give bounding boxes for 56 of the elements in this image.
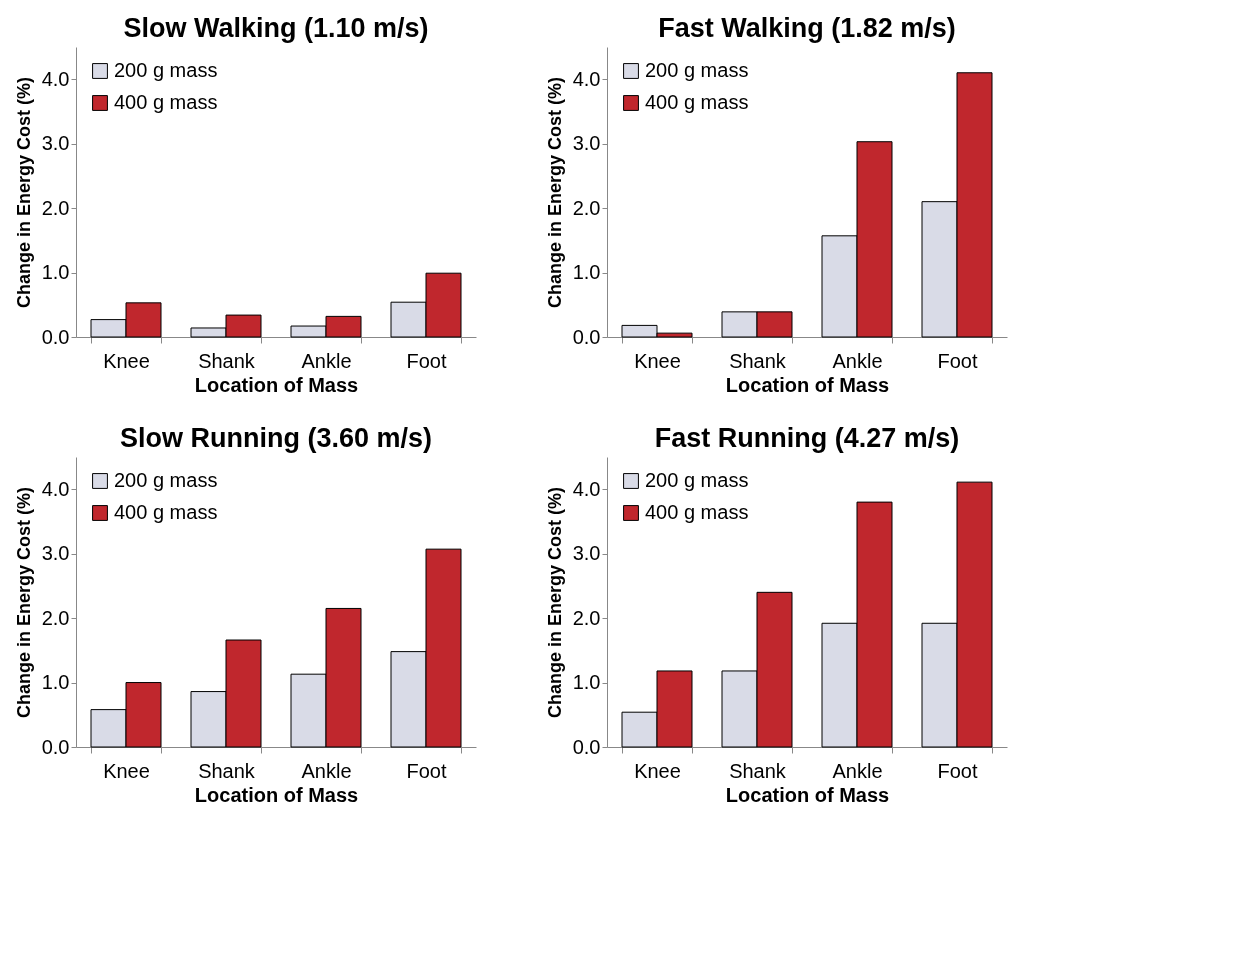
- x-axis-title: Location of Mass: [725, 373, 890, 396]
- x-tick-label: Ankle: [301, 349, 352, 372]
- y-tick-label: 4.0: [41, 477, 70, 500]
- chart-title: Slow Walking (1.10 m/s): [123, 13, 429, 43]
- legend-label: 400 g mass: [114, 91, 218, 113]
- y-axis-title: Change in Energy Cost (%): [13, 76, 34, 309]
- x-tick-label: Shank: [729, 349, 787, 372]
- chart-title: Fast Walking (1.82 m/s): [658, 13, 956, 43]
- y-tick-label: 1.0: [41, 261, 70, 284]
- x-axis-title: Location of Mass: [194, 373, 359, 396]
- x-tick-label: Shank: [198, 759, 256, 782]
- x-tick-label: Foot: [937, 759, 978, 782]
- x-tick-label: Knee: [634, 759, 681, 782]
- y-tick-label: 1.0: [572, 671, 601, 694]
- x-tick-label: Foot: [406, 759, 447, 782]
- y-tick-label: 2.0: [41, 606, 70, 629]
- legend-label: 200 g mass: [645, 59, 749, 81]
- x-tick-label: Ankle: [832, 349, 883, 372]
- legend-label: 400 g mass: [114, 501, 218, 523]
- x-tick-label: Foot: [406, 349, 447, 372]
- legend-label: 200 g mass: [114, 469, 218, 491]
- y-tick-label: 3.0: [41, 132, 70, 155]
- chart-title: Fast Running (4.27 m/s): [654, 423, 960, 453]
- y-tick-label: 3.0: [41, 542, 70, 565]
- x-tick-label: Knee: [103, 349, 150, 372]
- y-tick-label: 1.0: [572, 261, 601, 284]
- y-tick-label: 3.0: [572, 132, 601, 155]
- legend-label: 400 g mass: [645, 501, 749, 523]
- y-tick-label: 4.0: [41, 67, 70, 90]
- y-axis-title: Change in Energy Cost (%): [13, 486, 34, 719]
- y-tick-label: 2.0: [572, 196, 601, 219]
- x-tick-label: Ankle: [832, 759, 883, 782]
- y-tick-label: 2.0: [41, 196, 70, 219]
- y-tick-label: 0.0: [572, 325, 601, 348]
- x-axis-title: Location of Mass: [194, 783, 359, 806]
- y-tick-label: 0.0: [41, 325, 70, 348]
- y-axis-title: Change in Energy Cost (%): [544, 486, 565, 719]
- x-axis-title: Location of Mass: [725, 783, 890, 806]
- x-tick-label: Shank: [198, 349, 256, 372]
- legend-label: 400 g mass: [645, 91, 749, 113]
- y-tick-label: 4.0: [572, 477, 601, 500]
- y-tick-label: 4.0: [572, 67, 601, 90]
- x-tick-label: Foot: [937, 349, 978, 372]
- y-tick-label: 1.0: [41, 671, 70, 694]
- x-tick-label: Ankle: [301, 759, 352, 782]
- y-axis-title: Change in Energy Cost (%): [544, 76, 565, 309]
- x-tick-label: Knee: [103, 759, 150, 782]
- chart-title: Slow Running (3.60 m/s): [119, 423, 433, 453]
- y-tick-label: 3.0: [572, 542, 601, 565]
- legend-label: 200 g mass: [645, 469, 749, 491]
- y-tick-label: 0.0: [572, 735, 601, 758]
- legend-label: 200 g mass: [114, 59, 218, 81]
- y-tick-label: 2.0: [572, 606, 601, 629]
- y-tick-label: 0.0: [41, 735, 70, 758]
- x-tick-label: Shank: [729, 759, 787, 782]
- x-tick-label: Knee: [634, 349, 681, 372]
